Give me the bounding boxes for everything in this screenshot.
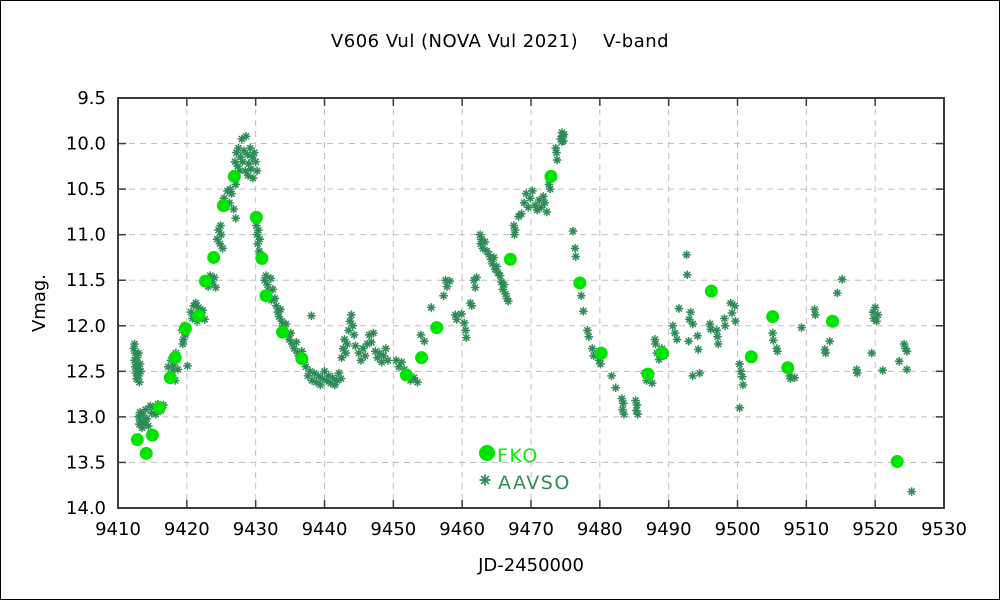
plot-border-and-ticks	[117, 97, 945, 509]
legend-label-aavso: AAVSO	[498, 472, 571, 494]
y-tick-label: 11.5	[66, 270, 106, 291]
series-aavso-points	[129, 128, 916, 496]
y-tick-label: 13.0	[66, 407, 106, 428]
x-tick-label: 9510	[783, 519, 829, 540]
x-tick-label: 9410	[95, 519, 141, 540]
y-axis-label: Vmag.	[29, 274, 50, 332]
y-tick-label: 11.0	[66, 225, 106, 246]
y-tick-label: 14.0	[66, 498, 106, 519]
x-axis-label: JD-2450000	[477, 555, 584, 576]
legend: FKO AAVSO	[479, 445, 571, 494]
x-tick-label: 9490	[646, 519, 692, 540]
x-tick-labels: 9410 9420 9430 9440 9450 9460 9470 9480 9490 9500…	[95, 519, 967, 540]
x-tick-label: 9450	[370, 519, 416, 540]
grid	[118, 98, 944, 508]
x-tick-label: 9480	[577, 519, 623, 540]
legend-label-fko: FKO	[497, 445, 539, 467]
y-tick-label: 13.5	[66, 452, 106, 473]
x-tick-label: 9520	[852, 519, 898, 540]
x-tick-label: 9460	[439, 519, 485, 540]
x-tick-label: 9430	[233, 519, 279, 540]
series-fko-points	[130, 169, 904, 469]
y-tick-labels: 9.5 10.0 10.5 11.0 11.5 12.0 12.5 13.0 13.5 14.0	[66, 88, 106, 519]
y-tick-label: 12.5	[66, 361, 106, 382]
y-tick-label: 10.0	[66, 134, 106, 155]
x-tick-label: 9500	[715, 519, 761, 540]
y-tick-label: 12.0	[66, 316, 106, 337]
x-tick-label: 9420	[164, 519, 210, 540]
x-tick-label: 9440	[302, 519, 348, 540]
x-tick-label: 9530	[921, 519, 967, 540]
x-tick-label: 9470	[508, 519, 554, 540]
y-tick-label: 10.5	[66, 179, 106, 200]
y-tick-label: 9.5	[77, 88, 106, 109]
chart-title: V606 Vul (NOVA Vul 2021) V-band	[330, 31, 670, 52]
